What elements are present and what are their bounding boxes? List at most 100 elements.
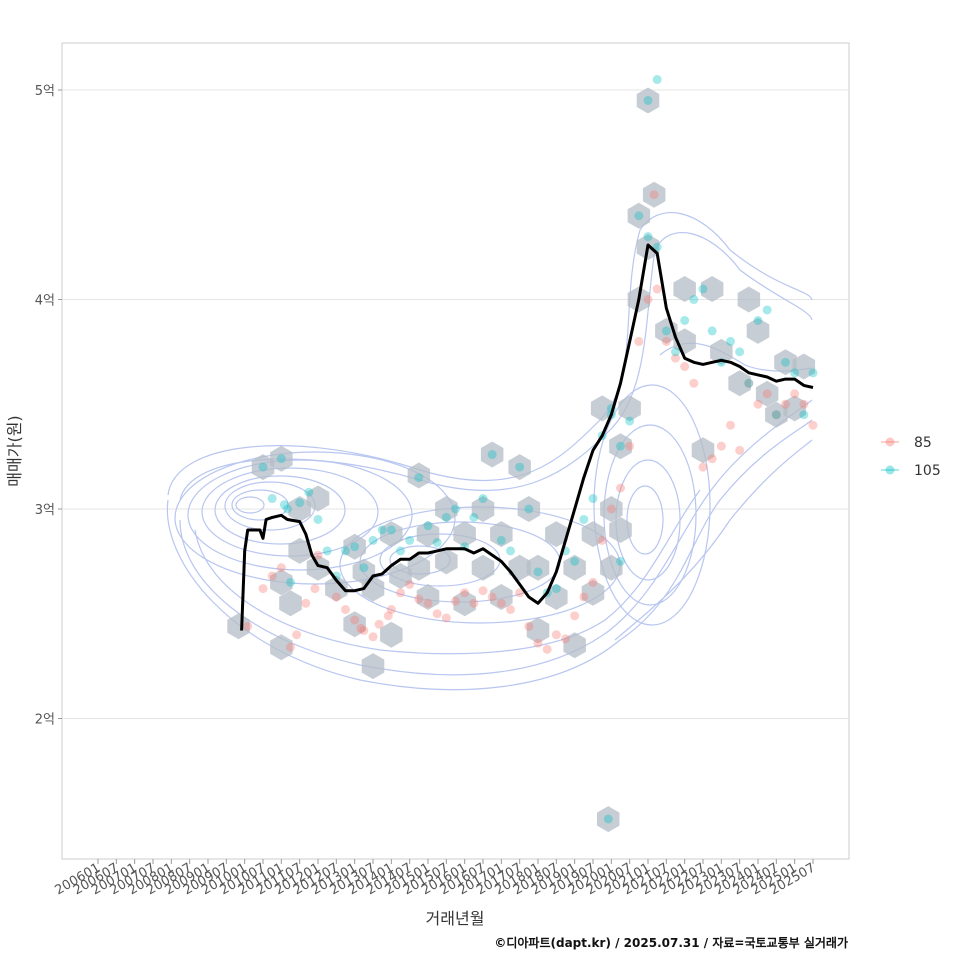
scatter-point [649, 190, 659, 200]
scatter-point [451, 504, 460, 514]
hexbin [251, 454, 275, 481]
scatter-point [616, 483, 625, 493]
scatter-point [570, 611, 580, 621]
scatter-point [506, 605, 515, 615]
hexbin [380, 621, 403, 648]
scatter-point [551, 630, 561, 640]
hexbin [471, 554, 495, 581]
legend: 85 105 [881, 435, 941, 479]
scatter-point [276, 563, 286, 573]
scatter-point [515, 588, 525, 598]
scatter-point [716, 441, 726, 451]
scatter-point [356, 623, 366, 633]
scatter-point [258, 462, 268, 472]
scatter-point [652, 284, 662, 294]
scatter-point [359, 626, 369, 636]
x-axis-title: 거래년월 [426, 909, 485, 928]
hexbin [755, 380, 779, 407]
hexbin [288, 496, 311, 522]
hexbin [597, 806, 620, 833]
hexbin [600, 496, 623, 522]
trend-line [240, 243, 814, 631]
scatter-point [533, 567, 543, 577]
scatter-point [313, 514, 323, 524]
hexbin [618, 395, 641, 422]
scatter-point [478, 494, 488, 504]
hexbin [636, 87, 660, 114]
hexbin [691, 437, 715, 464]
hexbin [526, 554, 550, 581]
scatter-point [243, 621, 253, 631]
y-tick-label: 2억 [35, 713, 55, 728]
scatter-point [368, 535, 378, 545]
scatter-point [359, 563, 369, 573]
hexbin [563, 632, 586, 659]
hexbin [792, 353, 816, 380]
caption: ©디아파트(dapt.kr) / 2025.07.31 / 자료=국토교통부 실… [494, 936, 848, 950]
scatter-point [680, 362, 690, 372]
scatter-point [625, 441, 635, 451]
scatter-point [570, 556, 580, 566]
scatter-point [350, 542, 360, 552]
scatter-point [781, 399, 790, 409]
hexbin [783, 395, 806, 422]
hexbin [774, 349, 797, 376]
scatter-point [496, 598, 506, 608]
hexbin [480, 441, 504, 468]
scatter-point [258, 584, 268, 594]
density-contour [174, 451, 456, 585]
density-contour [626, 485, 664, 555]
hexbin [590, 395, 614, 422]
y-axis: 2억 3억 4억 5억 [35, 84, 62, 728]
hexbin [609, 433, 632, 460]
scatter-point [808, 420, 818, 430]
scatter-point [286, 577, 295, 587]
scatter-point [561, 634, 570, 644]
scatter-point [597, 535, 607, 545]
x-axis: 2006012006072007012007072008012008072009… [53, 859, 818, 898]
hexbin [526, 617, 550, 644]
hexbin [490, 584, 513, 610]
hexbin [270, 445, 293, 472]
scatter-point [799, 410, 809, 420]
scatter-point [292, 630, 302, 640]
scatter-point [661, 326, 671, 336]
scatter-point [386, 525, 396, 535]
scatter-point [753, 315, 763, 325]
scatter-point [689, 378, 699, 388]
scatter-point [643, 232, 653, 242]
scatter-point [726, 420, 735, 430]
scatter-point [383, 611, 393, 621]
scatter-point [762, 305, 772, 315]
scatter-point [698, 284, 708, 294]
hexbin [490, 521, 513, 548]
scatter-point [588, 494, 598, 504]
scatter-point [698, 462, 708, 472]
hexbin [435, 548, 458, 575]
scatter-point [643, 95, 653, 105]
hexbin [609, 517, 632, 543]
density-contour [593, 384, 711, 626]
scatter-point [478, 586, 488, 596]
scatter-point [808, 368, 818, 378]
y-axis-title: 매매가(원) [5, 415, 24, 486]
scatter-point [432, 609, 442, 619]
scatter-point [460, 588, 470, 598]
plot-panel [61, 42, 850, 860]
scatter-point [579, 514, 589, 524]
hexbin [389, 563, 412, 589]
scatter-point [496, 535, 506, 545]
scatter-point [643, 295, 653, 304]
y-tick-label: 4억 [35, 294, 55, 309]
scatter-point [313, 550, 323, 560]
density-contour [214, 475, 346, 545]
density-contour [187, 459, 413, 571]
hexbin [600, 554, 623, 581]
scatter-point [331, 592, 341, 602]
scatter-point [441, 613, 451, 623]
scatter-point [506, 546, 515, 556]
scatter-point [276, 454, 286, 464]
hexbin-layer [227, 87, 816, 833]
scatter-point [487, 592, 497, 602]
